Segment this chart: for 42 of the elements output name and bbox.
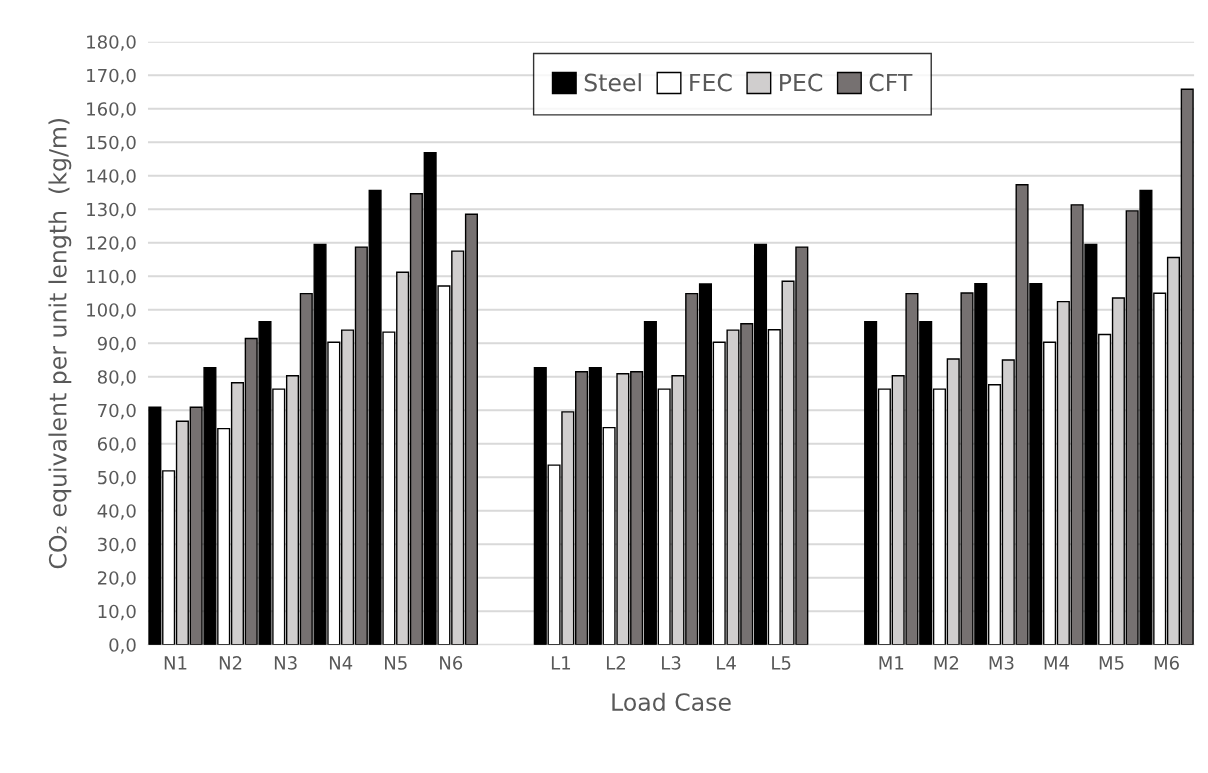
x-tick-label: L1: [551, 656, 571, 670]
y-tick-label: 180,0: [87, 35, 136, 51]
x-tick-label: N3: [274, 656, 297, 670]
y-tick-label: 160,0: [87, 102, 136, 118]
x-tick-label: M1: [879, 656, 904, 670]
legend-label: PEC: [780, 73, 823, 92]
y-tick-label: 60,0: [97, 437, 136, 453]
y-tick-label: 0,0: [109, 638, 136, 654]
x-tick-label: N1: [164, 656, 187, 670]
y-tick-label: 10,0: [98, 604, 136, 621]
y-tick-label: 140,0: [87, 169, 136, 185]
x-tick-label: L2: [606, 656, 625, 670]
x-tick-label: L3: [662, 656, 681, 670]
y-tick-label: 50,0: [98, 470, 136, 487]
x-tick-label: M2: [934, 656, 959, 670]
y-tick-label: 80,0: [97, 370, 136, 386]
y-tick-label: 40,0: [97, 504, 136, 520]
x-tick-label: L4: [717, 656, 736, 670]
x-tick-label: L5: [772, 656, 791, 670]
x-tick-label: N2: [219, 656, 242, 670]
x-tick-label: M4: [1044, 656, 1069, 670]
y-tick-label: 30,0: [98, 537, 136, 554]
y-tick-label: 130,0: [87, 202, 136, 219]
legend-label: FEC: [690, 73, 732, 92]
x-tick-label: M5: [1099, 656, 1124, 670]
legend-label: CFT: [869, 73, 913, 92]
y-tick-label: 150,0: [87, 135, 136, 152]
x-tick-label: N4: [329, 656, 353, 670]
x-tick-label: N6: [440, 656, 463, 670]
y-tick-label: 90,0: [97, 336, 136, 353]
y-axis-title: CO₂ equivalent per unit length (kg/m): [48, 118, 72, 569]
y-tick-label: 120,0: [87, 236, 136, 252]
x-tick-label: M6: [1154, 656, 1179, 670]
x-tick-label: N5: [385, 656, 407, 670]
x-tick-label: M3: [989, 656, 1014, 670]
y-tick-label: 20,0: [97, 571, 136, 587]
y-tick-label: 110,0: [87, 269, 136, 286]
x-axis-title: Load Case: [612, 692, 731, 711]
y-tick-label: 100,0: [87, 303, 136, 319]
y-tick-label: 170,0: [87, 68, 136, 85]
y-tick-label: 70,0: [98, 403, 136, 420]
legend-label: Steel: [584, 73, 641, 92]
